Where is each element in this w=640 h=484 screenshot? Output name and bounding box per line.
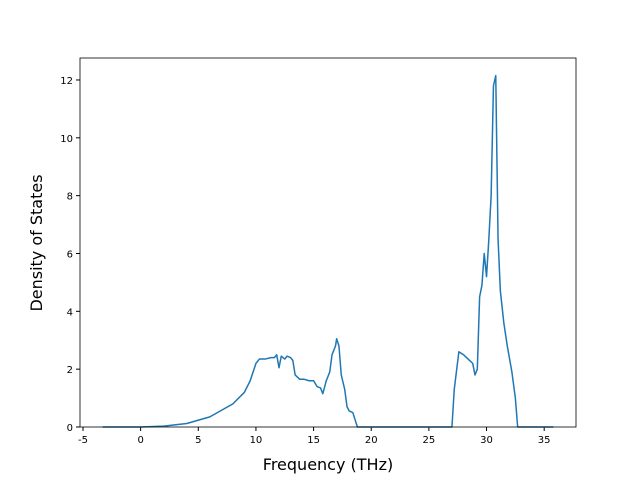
y-tick-label: 4 <box>67 307 73 318</box>
y-tick-label: 8 <box>67 192 73 203</box>
y-tick-label: 0 <box>67 423 73 434</box>
x-tick-label: 25 <box>423 435 436 446</box>
y-tick-label: 10 <box>60 134 73 145</box>
x-tick-label: 30 <box>480 435 493 446</box>
plot-frame <box>79 57 577 428</box>
x-tick-label: 15 <box>307 435 320 446</box>
line <box>102 74 554 428</box>
x-axis-label: Frequency (THz) <box>263 455 393 474</box>
x-tick-label: -5 <box>78 435 88 446</box>
x-tick-label: 35 <box>538 435 551 446</box>
y-axis-label: Density of States <box>27 174 46 311</box>
x-tick-label: 10 <box>250 435 263 446</box>
y-tick-label: 2 <box>67 365 73 376</box>
x-tick-label: 5 <box>195 435 201 446</box>
x-tick-label: 0 <box>137 435 143 446</box>
y-tick-label: 6 <box>67 249 73 260</box>
x-tick-label: 20 <box>365 435 378 446</box>
y-tick-label: 12 <box>60 76 73 87</box>
